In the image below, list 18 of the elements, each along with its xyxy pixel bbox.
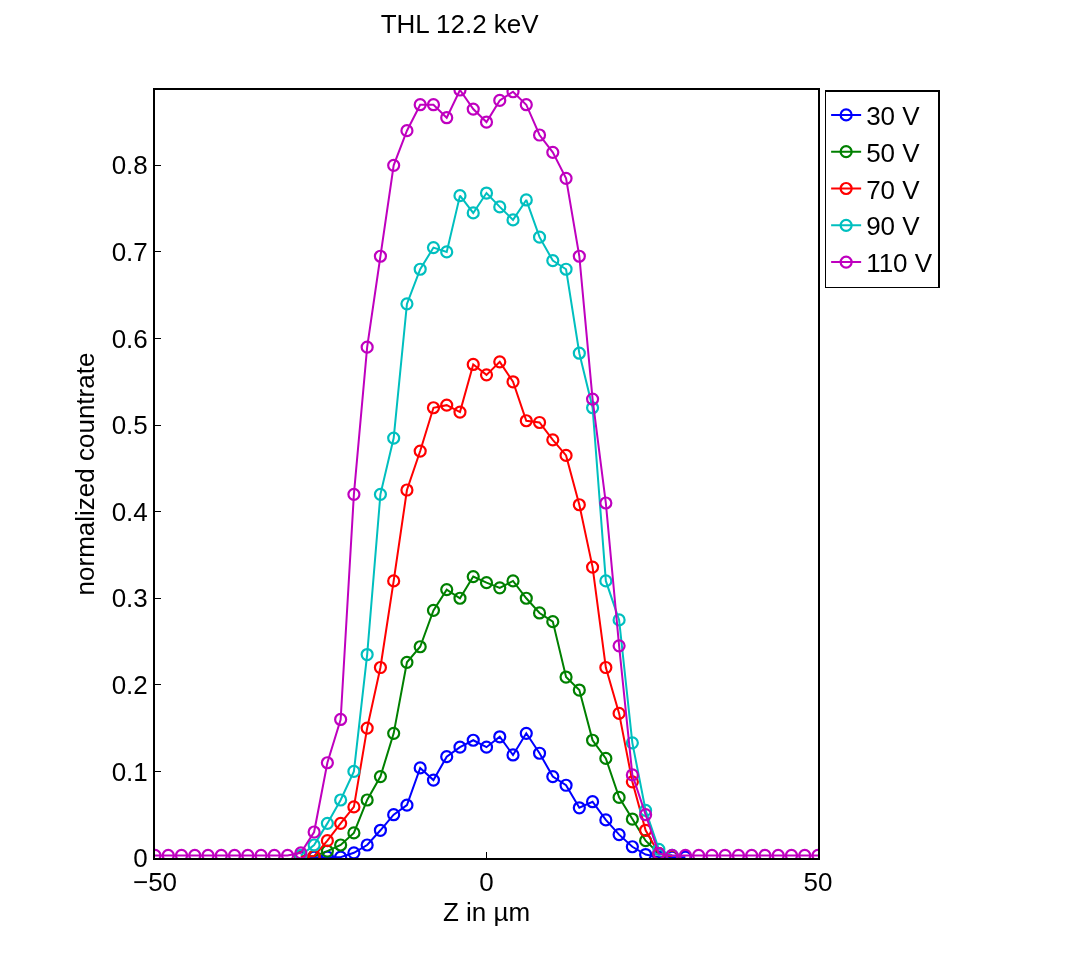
chart-title: THL 12.2 keV <box>380 8 540 39</box>
y-tick-label: 0.5 <box>111 410 148 441</box>
y-tick-label: 0.1 <box>111 756 148 787</box>
y-tick-label: 0.6 <box>111 323 148 354</box>
y-tick-label: 0.3 <box>111 583 148 614</box>
y-axis-title: normalized countrate <box>69 352 100 596</box>
y-tick-label: 0.8 <box>111 150 148 181</box>
x-axis-title: Z in µm <box>442 897 531 928</box>
legend-label: 110 V <box>866 248 933 279</box>
y-tick-label: 0.7 <box>111 237 148 268</box>
y-tick-label: 0.4 <box>111 496 148 527</box>
x-tick-label: 50 <box>803 867 833 898</box>
x-tick-label: 0 <box>479 867 494 898</box>
legend-label: 50 V <box>866 137 921 168</box>
y-tick-label: 0.2 <box>111 669 148 700</box>
legend-label: 30 V <box>866 101 921 132</box>
legend-label: 90 V <box>866 211 921 242</box>
legend-label: 70 V <box>866 174 921 205</box>
